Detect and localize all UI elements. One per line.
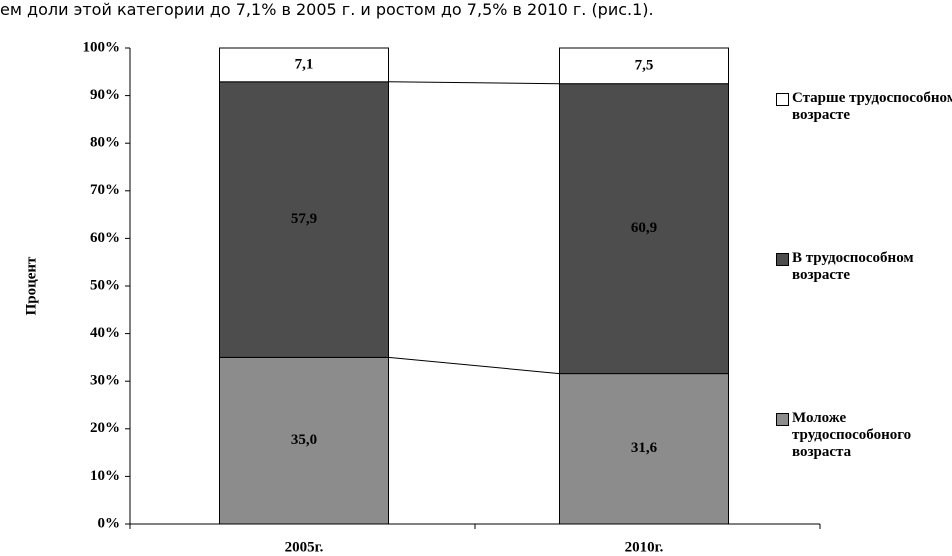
legend-label: В трудоспособном возрасте xyxy=(792,250,914,283)
y-tick-label: 90% xyxy=(90,87,120,103)
y-tick-label: 0% xyxy=(98,515,121,531)
y-tick-label: 10% xyxy=(90,468,120,484)
legend-swatch xyxy=(776,253,789,266)
y-tick-label: 30% xyxy=(90,373,120,389)
x-tick-label: 2005г. xyxy=(285,539,324,555)
legend-swatch xyxy=(776,413,789,426)
y-tick-label: 20% xyxy=(90,420,120,436)
bar-segment xyxy=(219,47,389,83)
series-connector xyxy=(388,356,560,375)
value-label: 7,1 xyxy=(295,56,314,72)
y-tick-label: 100% xyxy=(83,39,121,55)
value-label: 60,9 xyxy=(631,220,657,236)
value-label: 35,0 xyxy=(291,432,317,448)
bar-segment xyxy=(219,81,389,358)
series-connector xyxy=(388,81,560,85)
y-tick-label: 70% xyxy=(90,182,120,198)
y-tick-label: 60% xyxy=(90,230,120,246)
legend-label: Старше трудоспособном возрасте xyxy=(792,90,952,123)
value-label: 57,9 xyxy=(291,211,317,227)
x-tick-label: 2010г. xyxy=(625,539,664,555)
bar-segment xyxy=(559,47,729,85)
legend-swatch xyxy=(776,93,789,106)
bar-segment xyxy=(219,356,389,525)
y-tick-label: 80% xyxy=(90,135,120,151)
legend-label: Моложе трудоспособоного возраста xyxy=(792,410,912,460)
y-tick-label: 40% xyxy=(90,325,120,341)
value-label: 7,5 xyxy=(635,57,654,73)
document-text: ем доли этой категории до 7,1% в 2005 г.… xyxy=(0,0,654,19)
y-axis-label: Процент xyxy=(23,256,39,315)
y-tick-label: 50% xyxy=(90,277,120,293)
bar-segment xyxy=(559,83,729,375)
value-label: 31,6 xyxy=(631,440,658,456)
bar-segment xyxy=(559,373,729,525)
